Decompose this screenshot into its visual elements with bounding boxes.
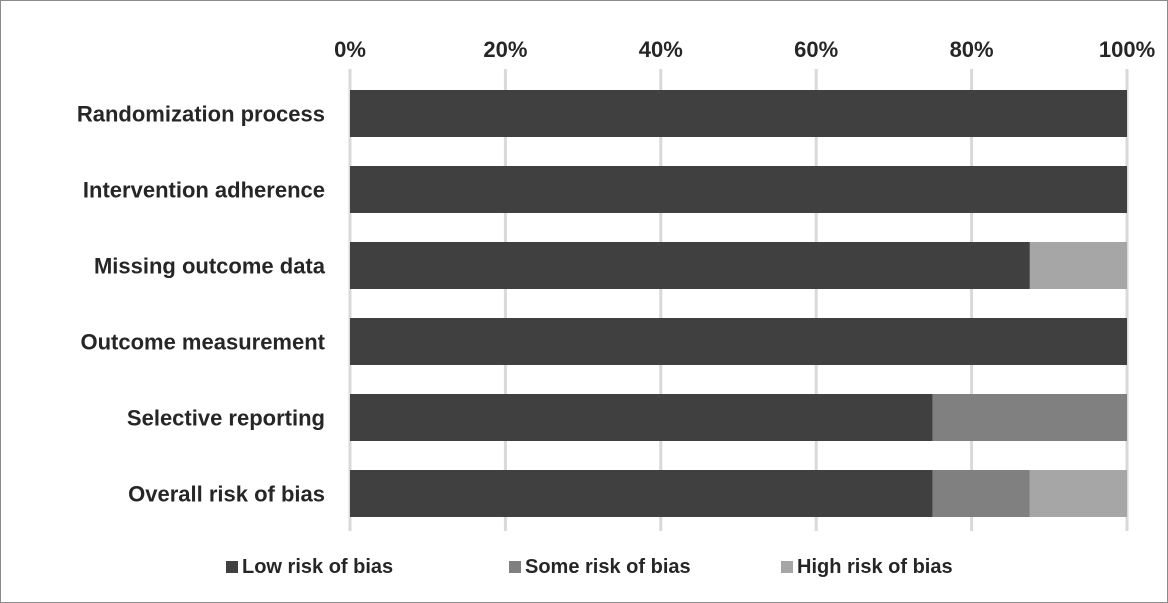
bar-segment-high-risk-of-bias bbox=[1029, 242, 1127, 289]
bar-segment-low-risk-of-bias bbox=[350, 166, 1127, 213]
y-axis-categories: Randomization process Intervention adhere… bbox=[77, 102, 326, 507]
bar-segment-high-risk-of-bias bbox=[1029, 470, 1127, 517]
bar-segment-some-risk-of-bias bbox=[932, 394, 1127, 441]
legend-label: Some risk of bias bbox=[525, 556, 691, 578]
bar-segment-low-risk-of-bias bbox=[350, 318, 1127, 365]
bar-segment-low-risk-of-bias bbox=[350, 394, 933, 441]
x-tick-label: 80% bbox=[950, 37, 994, 62]
legend-label: Low risk of bias bbox=[242, 556, 393, 578]
bar-segment-low-risk-of-bias bbox=[350, 470, 933, 517]
category-label: Selective reporting bbox=[127, 406, 325, 431]
legend: Low risk of bias Some risk of bias High ri… bbox=[226, 556, 953, 578]
bar-segment-some-risk-of-bias bbox=[932, 470, 1030, 517]
gridlines bbox=[348, 69, 1129, 531]
x-tick-label: 60% bbox=[794, 37, 838, 62]
bars bbox=[350, 90, 1127, 517]
x-tick-label: 20% bbox=[483, 37, 527, 62]
category-label: Randomization process bbox=[77, 102, 325, 127]
category-label: Intervention adherence bbox=[83, 178, 325, 203]
legend-swatch bbox=[781, 561, 793, 573]
x-tick-label: 40% bbox=[639, 37, 683, 62]
x-tick-label: 0% bbox=[334, 37, 366, 62]
category-label: Overall risk of bias bbox=[128, 482, 325, 507]
legend-label: High risk of bias bbox=[797, 556, 953, 578]
category-label: Missing outcome data bbox=[94, 254, 326, 279]
category-label: Outcome measurement bbox=[80, 330, 325, 355]
legend-swatch bbox=[226, 561, 238, 573]
x-tick-label: 100% bbox=[1099, 37, 1155, 62]
bar-segment-low-risk-of-bias bbox=[350, 90, 1127, 137]
legend-swatch bbox=[509, 561, 521, 573]
x-axis-ticks: 0% 20% 40% 60% 80% 100% bbox=[334, 37, 1155, 62]
bar-segment-low-risk-of-bias bbox=[350, 242, 1030, 289]
